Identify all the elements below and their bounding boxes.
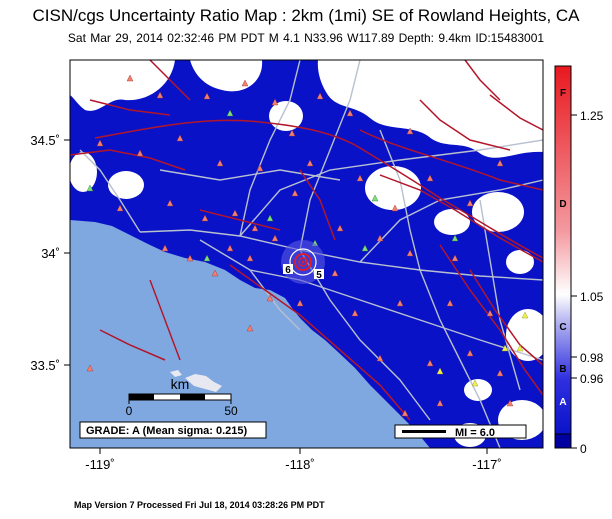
lon-label: -117˚ <box>472 457 501 472</box>
intensity-label: 6 <box>285 265 291 276</box>
uncertainty-patch <box>317 60 543 158</box>
ratio-label: 0 <box>580 442 587 456</box>
scale-start: 0 <box>126 404 133 418</box>
epicenter: 6 5 <box>281 240 325 284</box>
ratio-label: 1.25 <box>580 109 604 123</box>
island <box>170 370 182 377</box>
mi-label: MI = 6.0 <box>455 427 495 439</box>
lat-label: 34˚ <box>41 246 60 261</box>
lon-label: -118˚ <box>285 457 314 472</box>
grade-b: B <box>559 364 566 375</box>
stations-yellow <box>436 311 529 387</box>
map-version-footer: Map Version 7 Processed Fri Jul 18, 2014… <box>74 500 325 510</box>
lat-label: 33.5˚ <box>30 358 60 373</box>
uncertainty-patch <box>70 152 97 192</box>
scale-bar: km 0 50 <box>126 376 238 418</box>
uncertainty-patch <box>506 309 543 361</box>
map-frame <box>69 59 544 449</box>
grade-c: C <box>559 322 566 333</box>
event-info: Sat Mar 29, 2014 02:32:46 PM PDT M 4.1 N… <box>67 31 545 45</box>
grade-f: F <box>560 88 566 99</box>
scale-unit: km <box>171 376 190 392</box>
uncertainty-patch <box>464 379 492 401</box>
grade-box: GRADE: A (Mean sigma: 0.215) <box>79 421 267 439</box>
colorbar: F D C B A 1.25 1.05 0.98 0.96 0 <box>554 65 604 456</box>
uncertainty-patch <box>108 171 144 199</box>
ratio-label: 0.96 <box>580 372 604 386</box>
fault-lines <box>70 60 543 421</box>
island <box>185 374 222 392</box>
intensity-label: 5 <box>316 270 322 281</box>
grade-text: GRADE: A (Mean sigma: 0.215) <box>86 425 248 437</box>
ratio-label: 0.98 <box>580 351 604 365</box>
scale-end: 50 <box>224 404 238 418</box>
lon-label: -119˚ <box>85 457 114 472</box>
uncertainty-patch <box>472 192 524 232</box>
grade-d: D <box>559 199 566 210</box>
map-title: CISN/cgs Uncertainty Ratio Map : 2km (1m… <box>32 6 580 25</box>
lat-label: 34.5˚ <box>30 133 60 148</box>
uncertainty-patch <box>70 60 175 111</box>
ratio-label: 1.05 <box>580 290 604 304</box>
axis-ticks <box>64 139 488 454</box>
grade-a: A <box>559 397 566 408</box>
roads <box>79 60 543 448</box>
mi-legend: MI = 6.0 <box>394 424 527 439</box>
seismic-stations <box>86 74 514 417</box>
uncertainty-patch <box>506 250 534 274</box>
uncertainty-patch <box>434 209 470 235</box>
stations-green <box>86 109 459 262</box>
